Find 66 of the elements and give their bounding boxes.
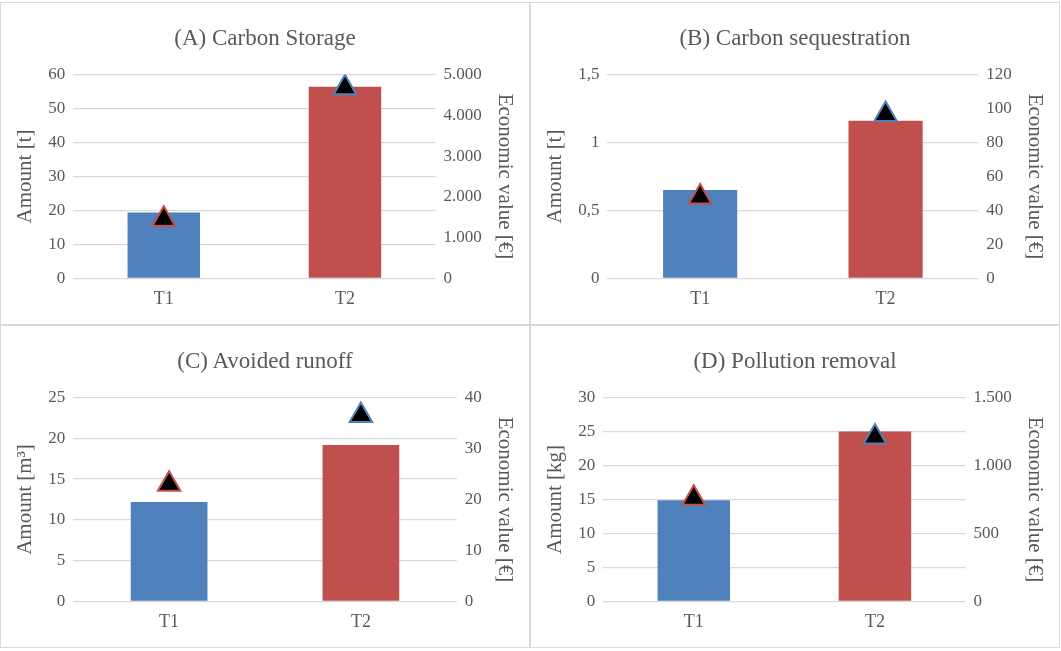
y2-tick-label: 5.000 <box>443 64 482 84</box>
x-tick-label: T2 <box>334 287 355 308</box>
y2-tick-label: 40 <box>986 199 1004 219</box>
y-tick-label: 25 <box>48 387 66 407</box>
y2-axis-title: Economic value [€] <box>493 416 518 583</box>
y2-tick-label: 20 <box>986 233 1004 253</box>
y2-tick-label: 20 <box>464 488 482 508</box>
chart-title: (B) Carbon sequestration <box>679 24 912 50</box>
y-tick-label: 0 <box>586 590 596 610</box>
x-tick-label: T2 <box>875 287 896 308</box>
y-tick-label: 20 <box>48 427 66 447</box>
y2-tick-label: 500 <box>973 522 1000 542</box>
y-tick-label: 25 <box>578 421 596 441</box>
y2-tick-label: 0 <box>986 267 995 287</box>
y2-tick-label: 10 <box>464 539 482 559</box>
y2-tick-label: 120 <box>986 64 1012 84</box>
y-tick-label: 30 <box>578 387 596 407</box>
y2-axis-title: Economic value [€] <box>1023 93 1048 260</box>
y-axis-title: Amount [kg] <box>542 444 567 555</box>
x-tick-label: T2 <box>350 610 371 631</box>
y-tick-label: 5 <box>56 550 66 570</box>
y-tick-label: 1,5 <box>578 64 600 84</box>
y2-tick-label: 2.000 <box>443 186 482 206</box>
y-tick-label: 20 <box>578 455 596 474</box>
y-tick-label: 0 <box>590 267 600 287</box>
y-tick-label: 10 <box>48 509 66 529</box>
x-tick-label: T2 <box>864 610 885 631</box>
y2-tick-label: 1.500 <box>973 387 1012 407</box>
y-tick-label: 10 <box>578 522 596 542</box>
y2-tick-label: 3.000 <box>443 145 482 165</box>
y-tick-label: 5 <box>586 556 596 576</box>
x-tick-label: T1 <box>153 287 174 308</box>
y2-tick-label: 80 <box>986 132 1004 151</box>
y-tick-label: 30 <box>48 165 66 185</box>
y2-tick-label: 4.000 <box>443 104 482 124</box>
y-axis-title: Amount [m³] <box>12 444 37 555</box>
y-tick-label: 20 <box>48 199 66 219</box>
y2-tick-label: 0 <box>973 590 983 610</box>
y-tick-label: 0,5 <box>578 199 600 219</box>
y2-tick-label: 40 <box>464 387 482 407</box>
x-tick-label: T1 <box>159 610 180 631</box>
y-tick-label: 15 <box>578 488 596 508</box>
chart-title: (A) Carbon Storage <box>174 24 356 50</box>
y2-tick-label: 0 <box>464 590 474 610</box>
x-tick-label: T1 <box>683 610 704 631</box>
y-tick-label: 1 <box>590 132 600 151</box>
y2-tick-label: 1.000 <box>973 455 1012 474</box>
y-tick-label: 40 <box>48 132 66 151</box>
chart-title: (D) Pollution removal <box>693 347 897 373</box>
y2-tick-label: 1.000 <box>443 227 482 247</box>
x-tick-label: T1 <box>690 287 711 308</box>
y-axis-title: Amount [t] <box>542 129 567 224</box>
y2-tick-label: 60 <box>986 165 1004 185</box>
y-tick-label: 10 <box>48 233 66 253</box>
y2-tick-label: 100 <box>986 98 1012 118</box>
y2-tick-label: 30 <box>464 438 482 458</box>
y-tick-label: 0 <box>56 590 66 610</box>
y-tick-label: 60 <box>48 64 66 84</box>
y-tick-label: 0 <box>56 267 66 287</box>
y-axis-title: Amount [t] <box>12 129 37 224</box>
y2-tick-label: 0 <box>443 267 453 287</box>
y-tick-label: 50 <box>48 98 66 118</box>
chart-title: (C) Avoided runoff <box>177 347 354 373</box>
y-tick-label: 15 <box>48 468 66 488</box>
y2-axis-title: Economic value [€] <box>493 93 518 260</box>
y2-axis-title: Economic value [€] <box>1023 416 1048 583</box>
